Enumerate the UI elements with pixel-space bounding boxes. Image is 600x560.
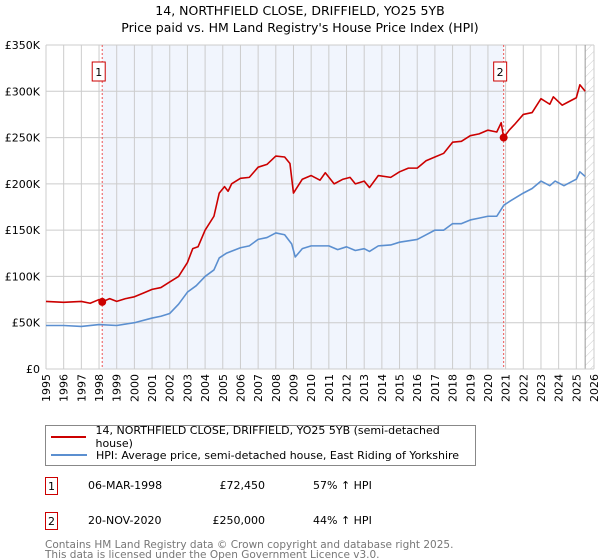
- legend: 14, NORTHFIELD CLOSE, DRIFFIELD, YO25 5Y…: [45, 424, 476, 466]
- x-tick-label: 2011: [323, 374, 336, 402]
- x-tick-label: 2014: [376, 374, 389, 402]
- legend-swatch-red: [51, 436, 87, 438]
- legend-label: 14, NORTHFIELD CLOSE, DRIFFIELD, YO25 5Y…: [95, 424, 440, 450]
- sale-marker-box: [493, 61, 508, 82]
- legend-swatch-blue: [51, 454, 87, 456]
- x-tick-label: 2020: [482, 374, 495, 402]
- sale-row-1: 1 06-MAR-1998 £72,450 57% ↑ HPI: [45, 477, 545, 497]
- footer-licence: This data is licensed under the Open Gov…: [45, 549, 380, 560]
- x-tick-label: 1998: [93, 374, 106, 402]
- x-tick-label: 2003: [181, 374, 194, 402]
- x-tick-label: 1997: [75, 374, 88, 402]
- x-tick-label: 1995: [40, 374, 53, 402]
- sale-date: 06-MAR-1998: [88, 479, 163, 492]
- x-tick-label: 2015: [394, 374, 407, 402]
- footer-copyright: Contains HM Land Registry data © Crown c…: [45, 539, 454, 551]
- x-tick-label: 2006: [234, 374, 247, 402]
- sale-price: £250,000: [212, 514, 266, 527]
- x-tick-label: 2001: [146, 374, 159, 402]
- sale-price: £72,450: [219, 479, 266, 492]
- x-tick-label: 2016: [411, 374, 424, 402]
- x-tick-label: 2026: [588, 374, 600, 402]
- sale-period-shade: [102, 45, 504, 369]
- x-tick-label: 2025: [570, 374, 583, 402]
- x-tick-label: 2005: [217, 374, 230, 402]
- y-tick-label: £50K: [12, 317, 41, 330]
- y-tick-label: £100K: [5, 270, 41, 283]
- sale-point: [499, 133, 508, 142]
- x-tick-label: 2024: [553, 374, 566, 402]
- sale-marker-box: [91, 61, 106, 82]
- x-tick-label: 2000: [128, 374, 141, 402]
- line-chart: 1995 1996 1997 1998 1999 2000 2001 2002 2003 2004…: [5, 39, 600, 402]
- sale-marker-label: 2: [45, 512, 58, 530]
- x-tick-label: 2009: [287, 374, 300, 402]
- sale-marker-label: 2: [497, 66, 504, 79]
- x-tick-label: 2022: [517, 374, 530, 402]
- x-tick-label: 2018: [447, 374, 460, 402]
- sale-hpi: 44% ↑ HPI: [313, 514, 372, 527]
- sale-row-2: 2 20-NOV-2020 £250,000 44% ↑ HPI: [45, 512, 545, 532]
- x-tick-label: 2010: [305, 374, 318, 402]
- x-tick-label: 2004: [199, 374, 212, 402]
- x-tick-label: 2019: [464, 374, 477, 402]
- sale-marker-label: 1: [45, 477, 58, 495]
- x-tick-label: 2021: [500, 374, 513, 402]
- sale-marker-label: 1: [95, 66, 102, 79]
- x-tick-label: 2007: [252, 374, 265, 402]
- forecast-hatch: [585, 45, 594, 369]
- legend-item-property: 14, NORTHFIELD CLOSE, DRIFFIELD, YO25 5Y…: [51, 424, 475, 450]
- x-tick-label: 2002: [164, 374, 177, 402]
- chart-subtitle: Price paid vs. HM Land Registry's House …: [121, 20, 479, 35]
- x-tick-label: 1999: [111, 374, 124, 402]
- x-tick-label: 2008: [270, 374, 283, 402]
- sale-date: 20-NOV-2020: [88, 514, 162, 527]
- chart-title: 14, NORTHFIELD CLOSE, DRIFFIELD, YO25 5Y…: [155, 3, 445, 18]
- y-tick-label: £150K: [5, 224, 41, 237]
- x-tick-label: 2017: [429, 374, 442, 402]
- y-tick-label: £300K: [5, 85, 41, 98]
- y-tick-label: £350K: [5, 39, 41, 52]
- x-tick-label: 2023: [535, 374, 548, 402]
- x-tick-label: 2012: [341, 374, 354, 402]
- legend-item-hpi: HPI: Average price, semi-detached house,…: [51, 447, 459, 463]
- y-tick-label: £200K: [5, 178, 41, 191]
- x-tick-label: 1996: [58, 374, 71, 402]
- y-tick-label: £0: [26, 363, 40, 376]
- x-tick-label: 2013: [358, 374, 371, 402]
- legend-label: HPI: Average price, semi-detached house,…: [96, 448, 460, 462]
- price-paid-line: [45, 84, 586, 305]
- y-tick-label: £250K: [5, 132, 41, 145]
- sale-hpi: 57% ↑ HPI: [313, 479, 372, 492]
- hpi-line: [46, 171, 586, 328]
- sale-point: [98, 297, 107, 306]
